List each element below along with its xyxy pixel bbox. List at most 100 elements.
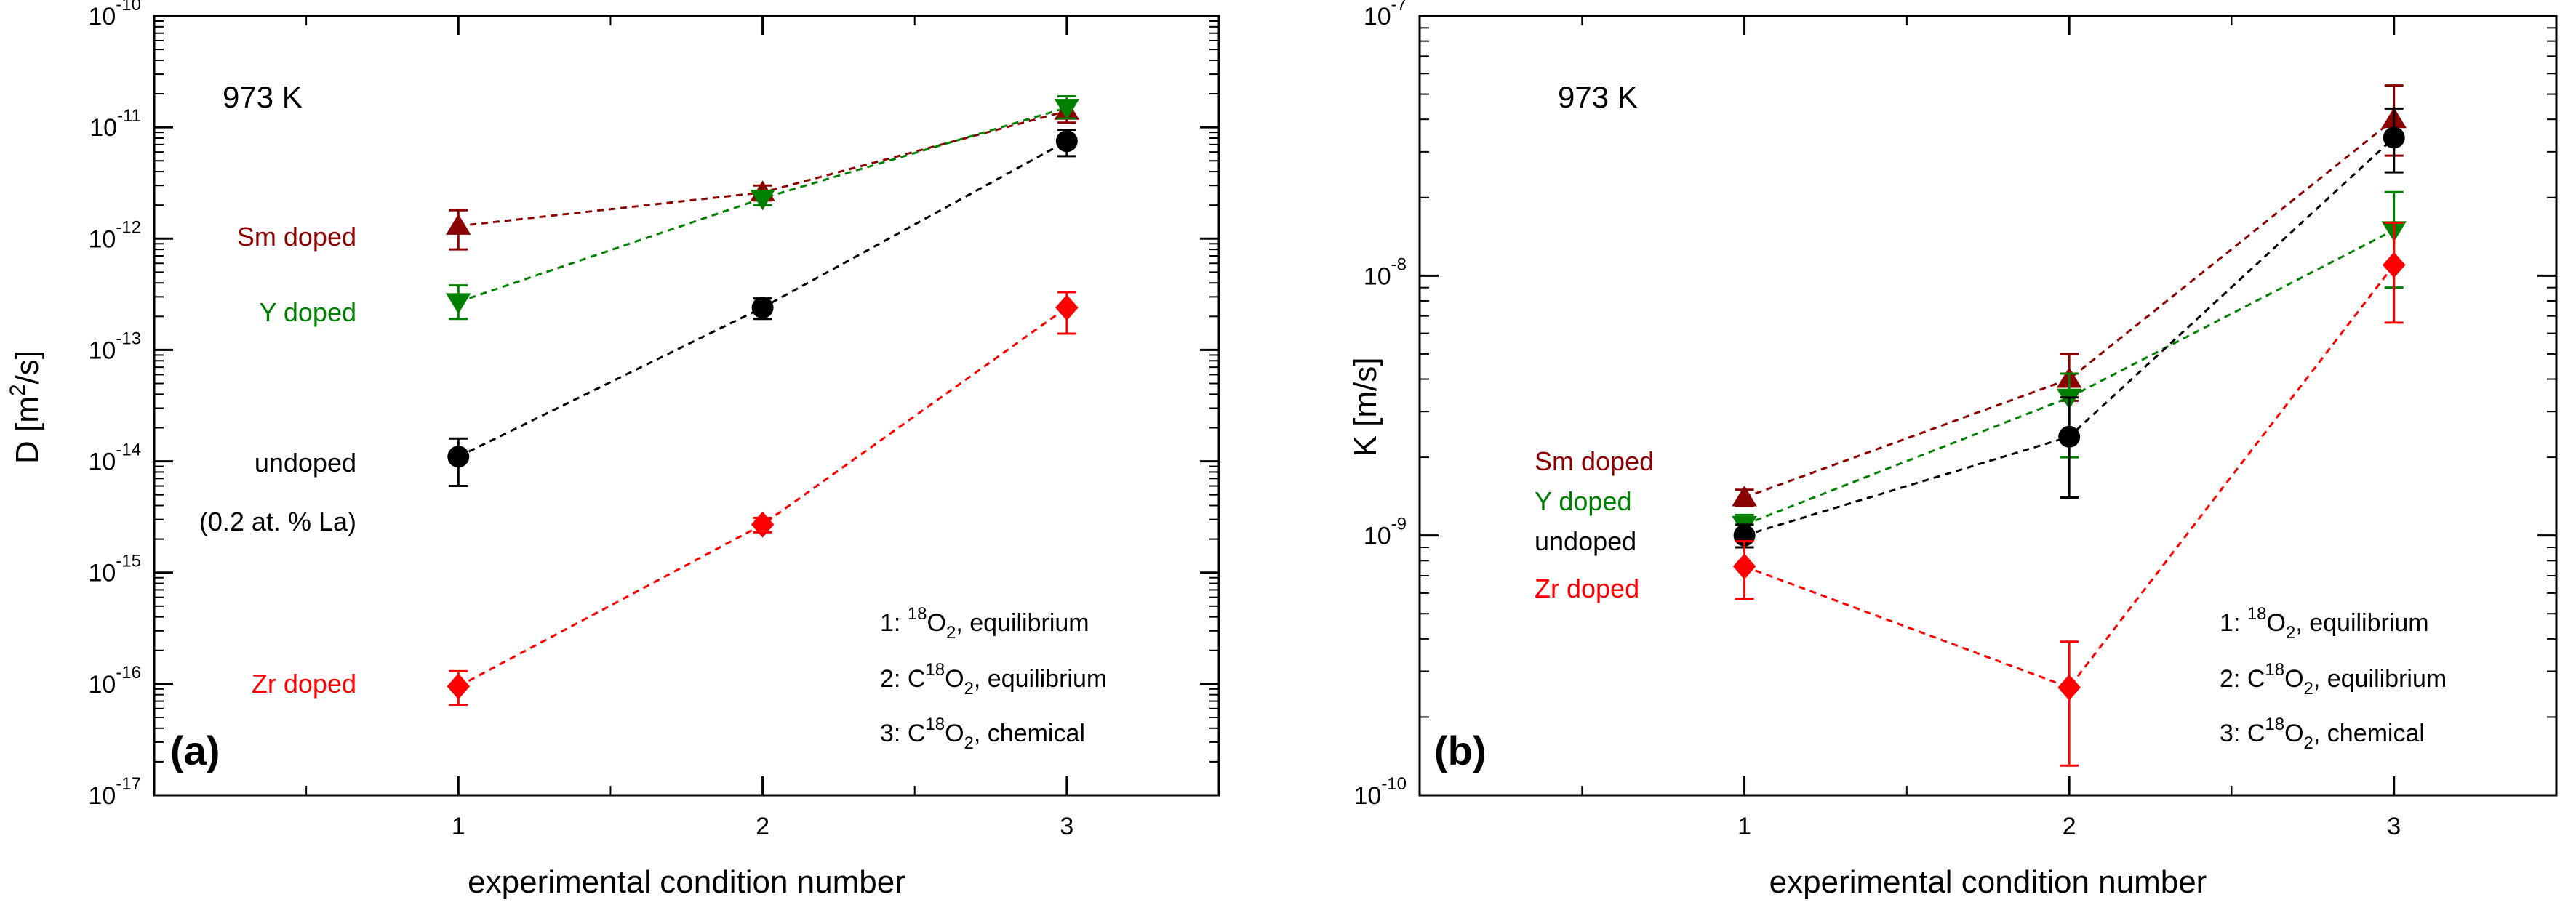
x-tick-label: 2 [756, 813, 769, 840]
y-tick-label: 10-13 [88, 329, 141, 364]
x-tick-label: 3 [1060, 813, 1073, 840]
series-line [1744, 118, 2395, 499]
data-point [1732, 553, 1756, 580]
condition-molecule: O [2284, 665, 2303, 693]
data-point [446, 214, 471, 235]
condition-subscript: 2 [2304, 733, 2313, 753]
x-tick-label: 1 [1737, 813, 1751, 840]
y-tick-exponent: -11 [117, 106, 141, 126]
data-point [1054, 99, 1080, 120]
y-tick-exponent: -9 [1391, 515, 1407, 534]
condition-legend-item: 1: 18O2, equilibrium [2220, 604, 2429, 643]
data-point [751, 297, 774, 319]
condition-isotope: 18 [2247, 604, 2267, 624]
data-point [2382, 252, 2406, 278]
condition-prefix: 3: [2220, 720, 2247, 747]
condition-suffix: , equilibrium [956, 609, 1089, 637]
series-label: undoped [1535, 526, 1636, 556]
panel-a: 10-1010-1110-1210-1310-1410-1510-1610-17… [6, 0, 1220, 900]
condition-prefix: 1: [880, 609, 908, 637]
x-tick-label: 3 [2387, 813, 2401, 840]
y-axis-label-exponent: 2 [6, 384, 30, 396]
y-axis-label-base: K [m/s] [1348, 358, 1383, 457]
series-label: Y doped [260, 297, 356, 327]
y-tick-label: 10-12 [88, 217, 141, 253]
condition-prefix: 3: [880, 720, 908, 747]
y-tick-base: 10 [1353, 782, 1381, 810]
condition-molecule: O [2284, 720, 2303, 747]
data-point [447, 673, 471, 700]
condition-carbon: C [2247, 665, 2265, 693]
series-sm-doped [446, 99, 1080, 251]
y-tick-label: 10-10 [1353, 774, 1407, 810]
data-point [2383, 126, 2405, 149]
y-tick-exponent: -7 [1391, 0, 1407, 15]
condition-molecule: O [945, 720, 964, 747]
series-undoped [447, 129, 1078, 488]
y-tick-base: 10 [1364, 3, 1391, 31]
condition-isotope: 18 [908, 604, 927, 624]
condition-isotope: 18 [2265, 660, 2284, 680]
plot-frame [153, 15, 1220, 797]
condition-suffix: , equilibrium [2313, 665, 2447, 693]
panel-label: (b) [1434, 728, 1487, 773]
series-zr-doped [447, 291, 1079, 707]
y-tick-base: 10 [1364, 523, 1391, 550]
y-tick-exponent: -13 [116, 329, 141, 348]
condition-molecule: O [2267, 609, 2286, 637]
temperature-label: 973 K [1558, 80, 1638, 114]
y-tick-label: 10-16 [88, 663, 141, 699]
y-tick-exponent: -8 [1391, 254, 1407, 274]
y-axis-label-base: D [m [9, 396, 45, 464]
condition-subscript: 2 [2286, 623, 2295, 643]
series-label: (0.2 at. % La) [199, 507, 356, 536]
y-tick-base: 10 [88, 560, 116, 587]
condition-subscript: 2 [946, 623, 956, 643]
y-tick-base: 10 [88, 225, 116, 253]
condition-prefix: 1: [2220, 609, 2247, 637]
series-y-doped [446, 94, 1080, 321]
series-line [457, 106, 1068, 303]
y-tick-exponent: -15 [116, 552, 141, 571]
x-axis-label: experimental condition number [468, 864, 905, 900]
series-line [1744, 264, 2395, 689]
x-tick-label: 1 [452, 813, 465, 840]
y-tick-exponent: -10 [116, 0, 141, 15]
condition-suffix: , equilibrium [974, 665, 1107, 693]
temperature-label: 973 K [223, 80, 303, 114]
y-tick-base: 10 [88, 3, 116, 31]
condition-legend-item: 3: C18O2, chemical [880, 715, 1085, 753]
y-tick-label: 10-11 [89, 106, 141, 142]
panel-label: (a) [170, 728, 220, 773]
y-tick-label: 10-17 [88, 774, 141, 810]
y-tick-exponent: -16 [116, 663, 141, 683]
y-tick-label: 10-7 [1364, 0, 1407, 31]
data-point [1055, 294, 1079, 321]
series-label: Sm doped [1535, 446, 1654, 476]
x-axis-label: experimental condition number [1769, 864, 2207, 900]
condition-suffix: , chemical [2313, 720, 2425, 747]
data-point [2058, 425, 2081, 448]
data-point [1732, 485, 1757, 507]
series-label: Zr doped [252, 669, 356, 699]
y-tick-label: 10-15 [88, 552, 141, 587]
x-tick-label: 2 [2063, 813, 2076, 840]
condition-suffix: , chemical [974, 720, 1085, 747]
data-point [751, 511, 775, 538]
condition-molecule: O [945, 665, 964, 693]
y-tick-exponent: -10 [1381, 774, 1407, 794]
y-tick-base: 10 [1364, 262, 1391, 290]
y-tick-label: 10-9 [1364, 515, 1407, 550]
y-tick-exponent: -14 [116, 441, 141, 460]
condition-legend-item: 3: C18O2, chemical [2220, 715, 2425, 753]
condition-prefix: 2: [880, 665, 908, 693]
condition-molecule: O [927, 609, 946, 637]
y-axis-label-tail: /s] [9, 350, 45, 384]
series-undoped [1733, 107, 2405, 549]
condition-legend-item: 1: 18O2, equilibrium [880, 604, 1089, 643]
y-tick-base: 10 [89, 114, 117, 142]
y-axis-label: K [m/s] [1348, 358, 1383, 457]
